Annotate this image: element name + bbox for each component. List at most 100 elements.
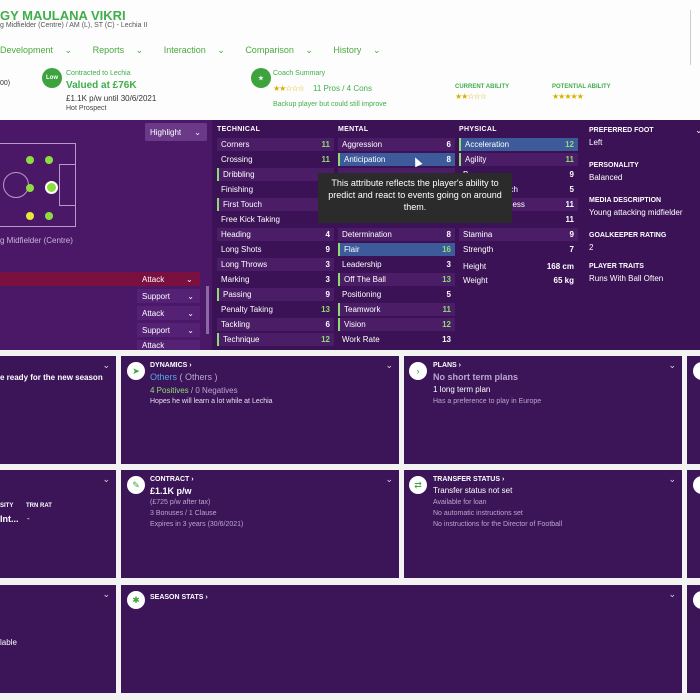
card-text: e ready for the new season <box>0 373 103 382</box>
attribute-row[interactable]: Flair 16 <box>338 243 455 256</box>
chevron-down-icon[interactable]: ⌄ <box>695 125 700 135</box>
rating-label: TRN RAT <box>26 503 52 509</box>
attribute-row[interactable]: Off The Ball 13 <box>338 273 455 286</box>
attribute-row[interactable]: Long Throws 3 <box>217 258 334 271</box>
chevron-down-icon: ⌄ <box>64 45 73 55</box>
card-icon <box>693 476 700 494</box>
card-availability[interactable]: lable ⌄ <box>0 585 116 693</box>
attribute-row[interactable]: Technique 12 <box>217 333 334 346</box>
chevron-down-icon[interactable]: ⌄ <box>102 589 110 599</box>
attribute-row[interactable]: Long Shots 9 <box>221 245 330 254</box>
weight-row: Weight 65 kg <box>463 276 574 285</box>
attribute-row[interactable]: Passing 9 <box>217 288 334 301</box>
chevron-down-icon[interactable]: ⌄ <box>102 474 110 484</box>
nav-development[interactable]: Development ⌄ <box>0 45 73 55</box>
attribute-row[interactable]: Heading 4 <box>217 228 334 241</box>
coach-summary-label[interactable]: Coach Summary <box>273 70 326 77</box>
profile-nav: Development ⌄ Reports ⌄ Interaction ⌄ Co… <box>0 45 399 56</box>
player-header: GY MAULANA VIKRI g Midfielder (Centre) /… <box>0 0 700 120</box>
attribute-row[interactable]: Free Kick Taking <box>221 215 280 224</box>
contract-title[interactable]: CONTRACT › <box>150 476 194 483</box>
attribute-row[interactable]: Work Rate 13 <box>342 335 451 344</box>
position-dot <box>26 184 34 192</box>
card-season-stats[interactable]: ✱ SEASON STATS › ⌄ <box>121 585 682 693</box>
attribute-row[interactable]: Vision 12 <box>338 318 455 331</box>
pen-icon: ✎ <box>127 476 145 494</box>
attribute-row[interactable]: Corners 11 <box>217 138 334 151</box>
attribute-row[interactable]: Stamina 9 <box>459 228 578 241</box>
highlight-dropdown[interactable]: Highlight ⌄ <box>145 123 207 141</box>
attribute-row[interactable]: Strength 7 <box>463 245 574 254</box>
chevron-down-icon: ⌄ <box>187 291 194 301</box>
chevron-down-icon: ⌄ <box>186 274 193 284</box>
attribute-row[interactable]: Tackling 6 <box>217 318 334 331</box>
card-development[interactable]: e ready for the new season ⌄ <box>0 356 116 464</box>
attribute-row[interactable]: Marking 3 <box>221 275 330 284</box>
attribute-row[interactable]: First Touch <box>217 198 334 211</box>
card-plans[interactable]: › PLANS › No short term plans 1 long ter… <box>404 356 682 464</box>
role-dropdown[interactable]: Attack <box>137 340 200 350</box>
contract-wage: £1.1K p/w until 30/6/2021 <box>66 94 157 103</box>
card-rating[interactable]: SITY TRN RAT Int... - ⌄ <box>0 470 116 578</box>
chevron-down-icon: ⌄ <box>194 127 201 137</box>
attribute-row[interactable]: Acceleration 12 <box>459 138 578 151</box>
current-ability-label: CURRENT ABILITY <box>455 84 510 90</box>
player-positions: g Midfielder (Centre) / AM (L), ST (C) -… <box>0 22 148 29</box>
plans-note: Has a preference to play in Europe <box>433 398 542 405</box>
chevron-down-icon[interactable]: ⌄ <box>102 360 110 370</box>
dynamics-title[interactable]: DYNAMICS › <box>150 362 192 369</box>
transfer-dof: No instructions for the Director of Foot… <box>433 521 563 528</box>
attribute-row[interactable]: Determination 8 <box>338 228 455 241</box>
roles-scrollbar[interactable] <box>206 286 209 334</box>
attribute-tooltip: This attribute reflects the player's abi… <box>318 173 512 223</box>
attribute-row[interactable]: Finishing <box>221 185 254 194</box>
compass-icon: ➤ <box>127 362 145 380</box>
rating-value: Int... <box>0 514 19 524</box>
selected-position-dot <box>45 181 58 194</box>
attribute-row-anticipation[interactable]: Anticipation 8 <box>338 153 455 166</box>
nav-comparison[interactable]: Comparison ⌄ <box>245 45 313 55</box>
role-dropdown[interactable]: Attack ⌄ <box>137 306 200 320</box>
chevron-down-icon: ⌄ <box>187 308 194 318</box>
plans-title[interactable]: PLANS › <box>433 362 461 369</box>
card-contract[interactable]: ✎ CONTRACT › £1.1K p/w (£725 p/w after t… <box>121 470 399 578</box>
season-stats-title[interactable]: SEASON STATS › <box>150 594 208 601</box>
nav-history[interactable]: History ⌄ <box>333 45 381 55</box>
attribute-row[interactable]: Crossing 11 <box>221 155 330 164</box>
transfer-title[interactable]: TRANSFER STATUS › <box>433 476 505 483</box>
card-icon <box>693 591 700 609</box>
gear-icon: ✱ <box>127 591 145 609</box>
preferred-foot-label: PREFERRED FOOT <box>589 127 654 134</box>
position-dot <box>26 212 34 220</box>
attribute-row[interactable]: Positioning 5 <box>342 290 451 299</box>
pitch-position-label: g Midfielder (Centre) <box>0 236 73 245</box>
attribute-row[interactable]: Leadership 3 <box>342 260 451 269</box>
chevron-down-icon[interactable]: ⌄ <box>385 474 393 484</box>
mental-title: MENTAL <box>338 126 369 133</box>
height-row: Height 168 cm <box>463 262 574 271</box>
availability-text: lable <box>0 638 17 647</box>
penalty-area <box>59 164 76 206</box>
attribute-row[interactable]: Dribbling <box>217 168 334 181</box>
chevron-down-icon[interactable]: ⌄ <box>668 474 676 484</box>
chevron-down-icon[interactable]: ⌄ <box>668 360 676 370</box>
role-row[interactable]: Attack ⌄ <box>0 272 200 286</box>
attribute-row[interactable]: Aggression 6 <box>338 138 455 151</box>
role-dropdown[interactable]: Support ⌄ <box>137 289 200 303</box>
chevron-down-icon[interactable]: ⌄ <box>668 589 676 599</box>
media-description-label: MEDIA DESCRIPTION <box>589 197 662 204</box>
nav-reports[interactable]: Reports ⌄ <box>92 45 144 55</box>
attribute-row[interactable]: Teamwork 11 <box>338 303 455 316</box>
chevron-down-icon: ⌄ <box>305 45 313 55</box>
attribute-row[interactable]: 11 <box>565 215 574 224</box>
card-edge <box>687 470 700 578</box>
card-dynamics[interactable]: ➤ DYNAMICS › Others ( Others ) 4 Positiv… <box>121 356 399 464</box>
role-dropdown[interactable]: Support ⌄ <box>137 323 200 337</box>
nav-interaction[interactable]: Interaction ⌄ <box>163 45 225 55</box>
attribute-row[interactable]: Penalty Taking 13 <box>221 305 330 314</box>
chevron-down-icon: ⌄ <box>217 45 225 55</box>
player-name: GY MAULANA VIKRI <box>0 8 126 23</box>
attribute-row[interactable]: Agility 11 <box>459 153 578 166</box>
card-transfer-status[interactable]: ⇄ TRANSFER STATUS › Transfer status not … <box>404 470 682 578</box>
chevron-down-icon[interactable]: ⌄ <box>385 360 393 370</box>
